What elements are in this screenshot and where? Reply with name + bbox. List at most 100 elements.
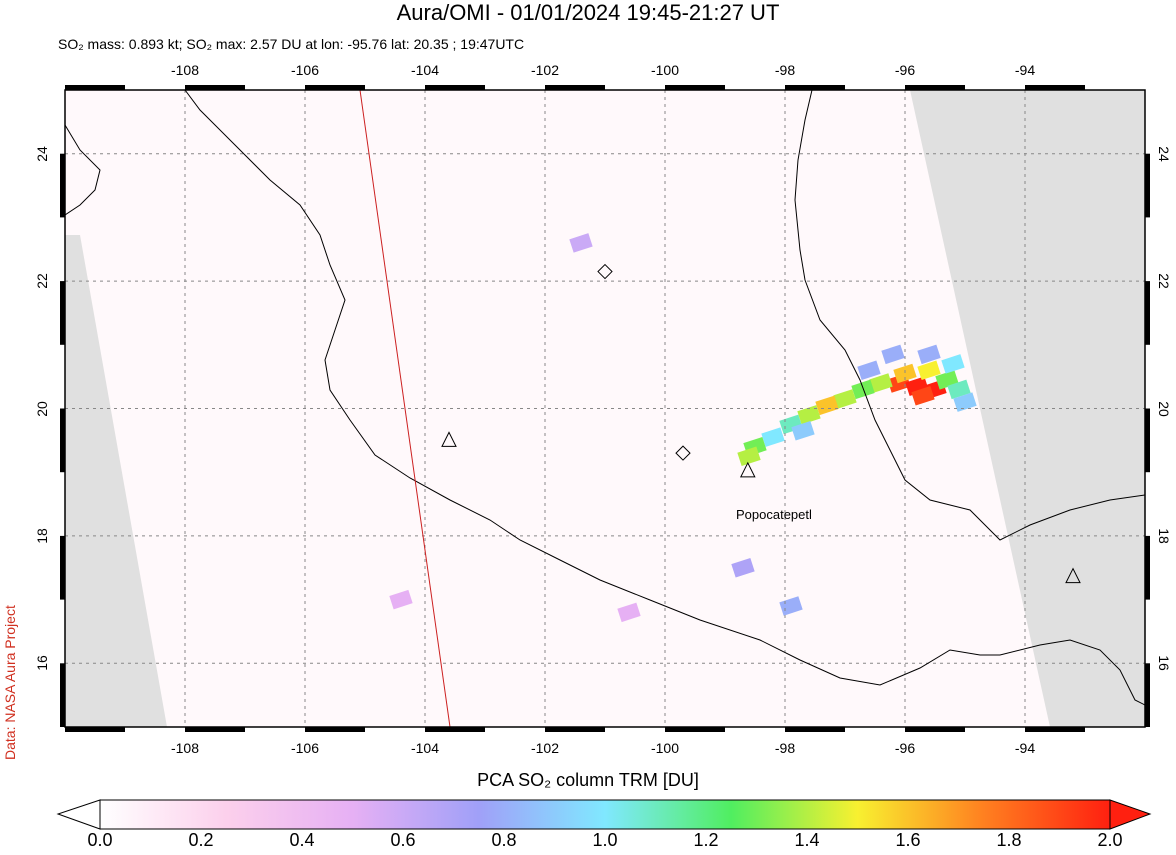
so2-pixel <box>917 360 941 381</box>
colorbar-tick-label: 1.0 <box>592 830 618 850</box>
so2-pixel <box>761 427 785 447</box>
volcano-triangle-icon <box>441 431 457 447</box>
coastline-gulf <box>794 90 1145 541</box>
lon-tick-label-top: -106 <box>290 62 320 78</box>
lat-tick-label-right: 18 <box>1155 528 1172 544</box>
frame-bar <box>305 727 365 732</box>
so2-pixel <box>737 446 761 467</box>
lat-tick-label-left: 24 <box>33 145 50 162</box>
lat-tick-label-left: 20 <box>33 400 50 417</box>
colorbar-tick-label: 0.2 <box>188 830 214 850</box>
colorbar <box>99 799 1111 830</box>
graticule <box>65 90 1145 727</box>
frame-bar <box>60 535 65 600</box>
so2-pixel <box>617 602 641 623</box>
lon-tick-label-bottom: -104 <box>410 740 440 756</box>
so2-pixel <box>953 392 977 412</box>
frame-bar <box>305 85 365 90</box>
so2-pixel <box>815 395 839 416</box>
frame-bar <box>60 153 65 218</box>
lat-tick-label-right: 20 <box>1155 400 1172 417</box>
lat-tick-label-right: 16 <box>1155 655 1172 672</box>
so2-pixel <box>941 354 965 374</box>
lon-tick-label-bottom: -108 <box>170 740 200 756</box>
frame-bar <box>60 408 65 473</box>
so2-pixel <box>797 405 821 425</box>
orbit-edge-line <box>359 90 451 727</box>
lat-tick-label-left: 16 <box>33 655 50 672</box>
frame-bar <box>665 85 725 90</box>
lon-tick-label-top: -100 <box>650 62 680 78</box>
frame-bar <box>1025 727 1085 732</box>
so2-pixel <box>869 373 893 393</box>
frame-bar <box>65 727 125 732</box>
lon-tick-label-top: -94 <box>1014 62 1036 78</box>
volcano-triangle-icon <box>1065 567 1081 584</box>
frame-bar <box>905 85 965 90</box>
frame-bar <box>665 727 725 732</box>
lon-tick-label-bottom: -96 <box>894 740 916 756</box>
colorbar-title: PCA SO₂ column TRM [DU] <box>477 770 699 790</box>
frame-bar <box>785 727 845 732</box>
frame-bar <box>1145 535 1150 600</box>
colorbar-tick-label: 1.2 <box>693 830 719 850</box>
colorbar-tick-label: 0.6 <box>390 830 416 850</box>
frame-bar <box>185 85 245 90</box>
frame-bar <box>425 85 485 90</box>
lon-tick-label-bottom: -98 <box>774 740 796 756</box>
volcano-label: Popocatepetl <box>736 507 812 522</box>
lat-tick-label-left: 22 <box>33 273 50 289</box>
colorbar-tick-label: 0.8 <box>491 830 517 850</box>
lat-tick-label-right: 24 <box>1155 145 1172 162</box>
frame-scale-bars <box>60 85 1150 732</box>
lon-tick-label-top: -102 <box>530 62 560 78</box>
volcano-diamond-icon <box>675 445 691 461</box>
frame-bar <box>425 727 485 732</box>
frame-bar <box>60 281 65 345</box>
map-title: Aura/OMI - 01/01/2024 19:45-21:27 UT <box>396 0 780 25</box>
no-data-left <box>65 235 167 727</box>
so2-pixel <box>389 589 413 610</box>
frame-bar <box>1145 663 1150 727</box>
frame-bar <box>1145 281 1150 345</box>
lon-tick-label-bottom: -106 <box>290 740 320 756</box>
so2-summary: SO₂ mass: 0.893 kt; SO₂ max: 2.57 DU at … <box>58 36 525 52</box>
coastline-pacific <box>184 90 1145 706</box>
coastline-baja <box>65 124 101 216</box>
colorbar-tick-label: 1.8 <box>996 830 1022 850</box>
colorbar-max-arrow <box>1109 799 1152 830</box>
so2-pixel <box>833 389 857 409</box>
lon-tick-label-bottom: -100 <box>650 740 680 756</box>
frame-bar <box>905 727 965 732</box>
frame-bar <box>185 727 245 732</box>
lon-tick-label-bottom: -102 <box>530 740 560 756</box>
frame-bar <box>60 663 65 727</box>
lat-tick-label-right: 22 <box>1155 273 1172 289</box>
so2-pixel <box>911 386 935 406</box>
lon-tick-label-top: -108 <box>170 62 200 78</box>
volcano-diamond-icon <box>597 263 613 280</box>
colorbar-tick-label: 1.6 <box>895 830 921 850</box>
so2-pixel <box>947 379 971 400</box>
lon-tick-label-top: -104 <box>410 62 440 78</box>
colorbar-tick-label: 0.0 <box>87 830 113 850</box>
lon-tick-label-top: -96 <box>894 62 916 78</box>
frame-bar <box>1145 408 1150 473</box>
frame-bar <box>65 85 125 90</box>
colorbar-tick-label: 2.0 <box>1097 830 1123 850</box>
lat-tick-label-left: 18 <box>33 528 50 544</box>
no-data-right <box>910 90 1145 727</box>
colorbar-min-arrow <box>56 799 101 830</box>
so2-pixel <box>569 233 593 253</box>
so2-pixel <box>893 363 917 384</box>
so2-pixel <box>791 421 815 441</box>
frame-bar <box>545 727 605 732</box>
so2-pixel <box>857 360 881 381</box>
so2-pixel <box>731 558 755 578</box>
lon-tick-label-bottom: -94 <box>1014 740 1036 756</box>
frame-bar <box>545 85 605 90</box>
colorbar-tick-label: 1.4 <box>794 830 820 850</box>
so2-pixel <box>881 344 905 365</box>
frame-bar <box>1025 85 1085 90</box>
